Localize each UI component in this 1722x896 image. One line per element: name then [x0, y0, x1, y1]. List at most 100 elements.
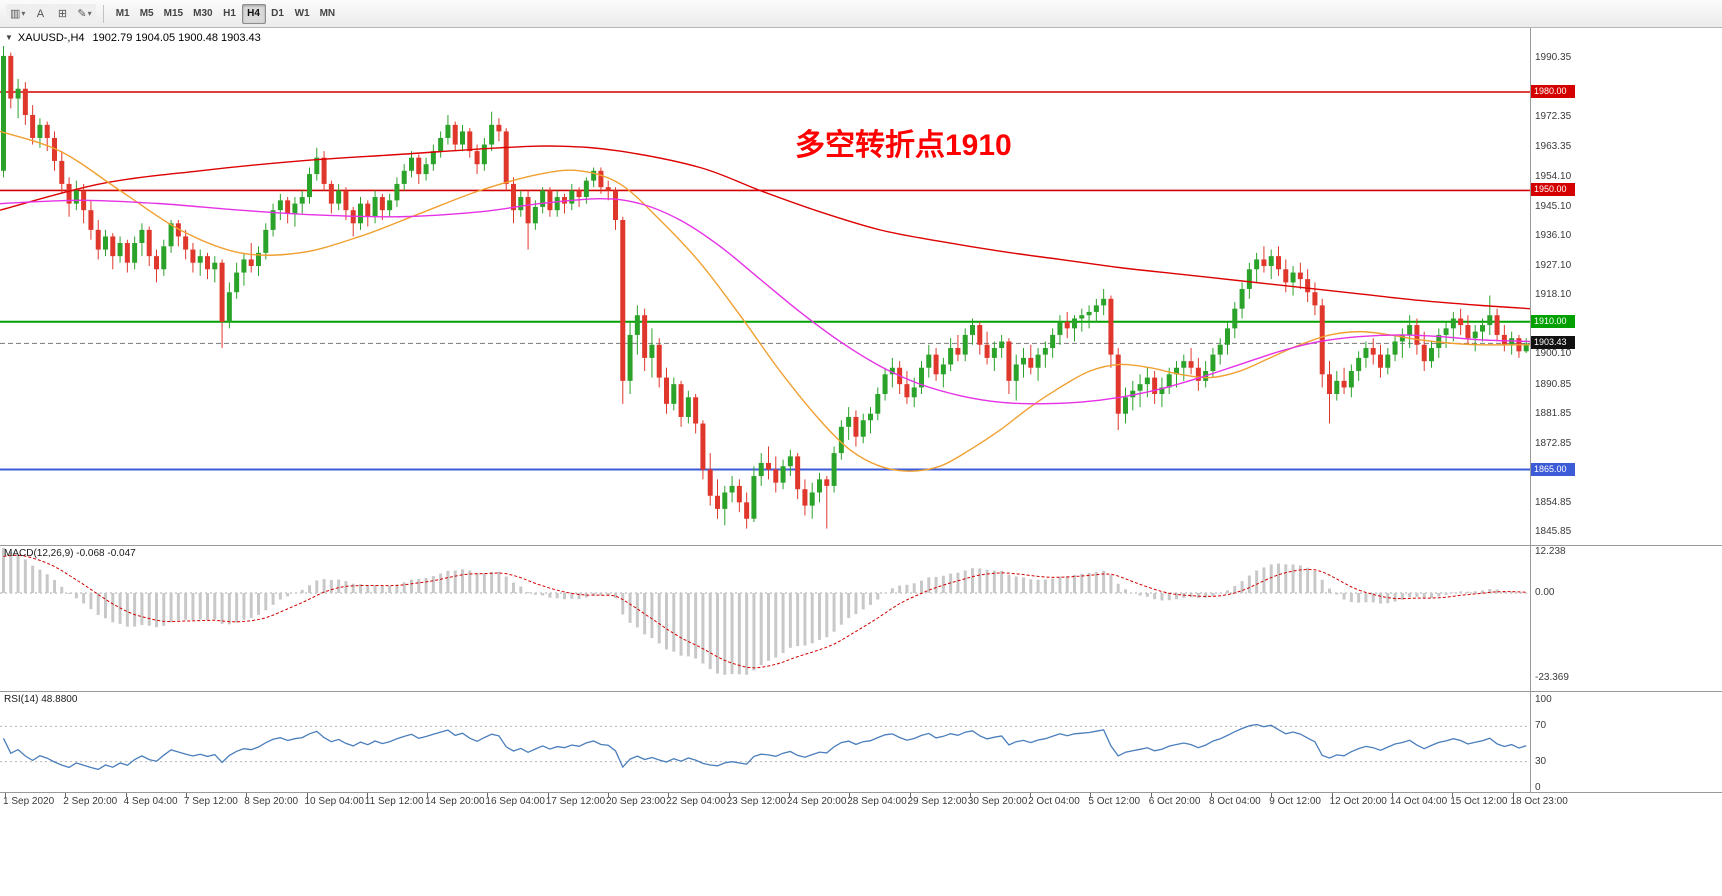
- price-tag-1910.00: 1910.00: [1531, 314, 1575, 328]
- time-axis-label: 1 Sep 2020: [3, 796, 55, 807]
- price-tag-1865.00: 1865.00: [1531, 462, 1575, 476]
- time-axis-label: 2 Sep 20:00: [63, 796, 118, 807]
- time-axis-label: 23 Sep 12:00: [726, 796, 787, 807]
- time-axis-label: 8 Oct 04:00: [1209, 796, 1261, 807]
- chevron-down-icon: ▾: [87, 9, 92, 18]
- chart-text-annotation[interactable]: 多空转折点1910: [795, 129, 1012, 162]
- time-axis-label: 17 Sep 12:00: [545, 796, 606, 807]
- price-axis-label: 1936.10: [1535, 230, 1572, 242]
- timeframe-button-M5[interactable]: M5: [135, 4, 159, 24]
- price-axis-label: 1990.35: [1535, 52, 1572, 64]
- time-axis-label: 14 Sep 20:00: [425, 796, 485, 807]
- price-axis-label: 1954.10: [1535, 171, 1572, 183]
- time-axis-label: 28 Sep 04:00: [847, 796, 907, 807]
- horizontal-level-lines[interactable]: [0, 91, 1530, 471]
- macd-axis-label: 0.00: [1535, 587, 1555, 598]
- time-axis-tick: [1391, 793, 1393, 797]
- toolbar: ▥ ▾ A ⊞ ✎ ▾ M1 M5 M15 M30 H1 H4 D1 W1 MN: [0, 0, 1722, 28]
- price-axis-label: 1872.85: [1535, 437, 1572, 449]
- objects-icon[interactable]: ⊞: [51, 3, 74, 24]
- price-axis-label: 1900.10: [1535, 348, 1572, 360]
- rsi-axis-label: 100: [1535, 694, 1552, 705]
- time-axis-tick: [1512, 793, 1514, 797]
- price-tag-1903.43: 1903.43: [1531, 336, 1575, 350]
- timeframe-button-D1[interactable]: D1: [266, 4, 290, 24]
- macd-panel-canvas[interactable]: [0, 546, 1530, 691]
- rsi-indicator-header: RSI(14) 48.8800: [4, 694, 78, 705]
- time-axis-tick: [65, 793, 67, 797]
- panel-separator-macd-rsi[interactable]: [0, 691, 1722, 692]
- price-axis-label: 1972.35: [1535, 111, 1572, 123]
- time-axis-label: 24 Sep 20:00: [786, 796, 847, 807]
- time-axis-label: 8 Sep 20:00: [244, 796, 299, 807]
- time-axis-label: 10 Sep 04:00: [304, 796, 365, 807]
- price-axis-label: 1918.10: [1535, 289, 1572, 301]
- chart-type-icon[interactable]: ▥ ▾: [6, 3, 30, 24]
- time-axis-label: 7 Sep 12:00: [183, 796, 238, 807]
- time-axis-tick: [5, 793, 6, 797]
- time-axis-label: 11 Sep 12:00: [364, 796, 424, 807]
- price-axis-border: [1530, 28, 1531, 792]
- time-axis-tick: [185, 793, 187, 797]
- price-tag-1980.00: 1980.00: [1531, 85, 1575, 98]
- time-axis-tick: [306, 793, 308, 797]
- time-axis-label: 14 Oct 04:00: [1389, 796, 1448, 807]
- main-chart-canvas[interactable]: [0, 28, 1530, 545]
- time-axis-tick: [487, 793, 489, 797]
- timeframe-button-M1[interactable]: M1: [111, 4, 135, 24]
- time-axis-label: 2 Oct 04:00: [1028, 796, 1080, 807]
- timeframe-button-group: M1 M5 M15 M30 H1 H4 D1 W1 MN: [111, 3, 341, 24]
- time-axis-label: 6 Oct 20:00: [1148, 796, 1201, 807]
- time-axis-tick: [125, 793, 127, 797]
- ma-mid-magenta-line[interactable]: [0, 197, 1530, 405]
- time-axis-tick: [1271, 793, 1273, 797]
- one-click-trading-collapse-icon[interactable]: ▼: [5, 33, 13, 42]
- chart-ohlc-values: 1902.79 1904.05 1900.48 1903.43: [92, 32, 261, 44]
- time-axis-tick: [909, 793, 911, 797]
- timeframe-button-H4[interactable]: H4: [241, 3, 266, 24]
- time-axis-tick: [608, 793, 609, 797]
- time-axis-label: 12 Oct 20:00: [1329, 796, 1387, 807]
- timeframe-button-W1[interactable]: W1: [290, 4, 315, 24]
- macd-indicator-header: MACD(12,26,9) -0.068 -0.047: [4, 548, 136, 559]
- time-axis-label: 30 Sep 20:00: [967, 796, 1028, 807]
- timeframe-button-H1[interactable]: H1: [218, 4, 242, 24]
- timeframe-button-M15[interactable]: M15: [159, 4, 188, 24]
- time-axis-tick: [1150, 793, 1152, 797]
- price-axis-label: 1890.85: [1535, 378, 1572, 390]
- time-axis-label: 16 Sep 04:00: [485, 796, 545, 807]
- time-axis-label: 5 Oct 12:00: [1088, 796, 1141, 807]
- time-axis-tick: [668, 793, 670, 797]
- macd-signal-line: [3, 554, 1527, 669]
- time-axis-label: 29 Sep 12:00: [907, 796, 968, 807]
- timeframe-button-M30[interactable]: M30: [188, 4, 217, 24]
- price-axis-label: 1854.85: [1535, 496, 1572, 508]
- time-axis-tick: [969, 793, 971, 797]
- text-annotation-icon[interactable]: A: [29, 3, 52, 24]
- rsi-panel-canvas[interactable]: [0, 692, 1530, 792]
- time-axis-label: 15 Oct 12:00: [1450, 796, 1508, 807]
- toolbar-separator: [102, 4, 104, 23]
- ma-slow-red-line[interactable]: [0, 145, 1530, 310]
- time-axis-tick: [1331, 793, 1333, 797]
- candlestick-series[interactable]: [1, 46, 1529, 529]
- rsi-axis-label: 70: [1535, 720, 1547, 732]
- rsi-line: [2, 723, 1527, 771]
- price-axis-label: 1963.35: [1535, 140, 1572, 152]
- rsi-axis-label: 0: [1535, 782, 1541, 793]
- time-axis-tick: [547, 793, 549, 797]
- rsi-axis-label: 30: [1535, 755, 1547, 767]
- price-axis-label: 1945.10: [1535, 200, 1572, 212]
- ma-mid-orange-line[interactable]: [0, 130, 1530, 472]
- panel-separator-main-macd[interactable]: [0, 545, 1722, 546]
- timeframe-button-MN[interactable]: MN: [315, 4, 341, 24]
- time-axis-label: 9 Oct 12:00: [1269, 796, 1321, 807]
- time-axis-tick: [1211, 793, 1212, 797]
- draw-tool-icon[interactable]: ✎ ▾: [73, 3, 96, 24]
- time-axis-tick: [1452, 793, 1454, 797]
- chevron-down-icon: ▾: [21, 9, 26, 18]
- time-axis-line: [0, 792, 1722, 793]
- time-axis-label: 4 Sep 04:00: [123, 796, 178, 807]
- time-axis-tick: [427, 793, 429, 797]
